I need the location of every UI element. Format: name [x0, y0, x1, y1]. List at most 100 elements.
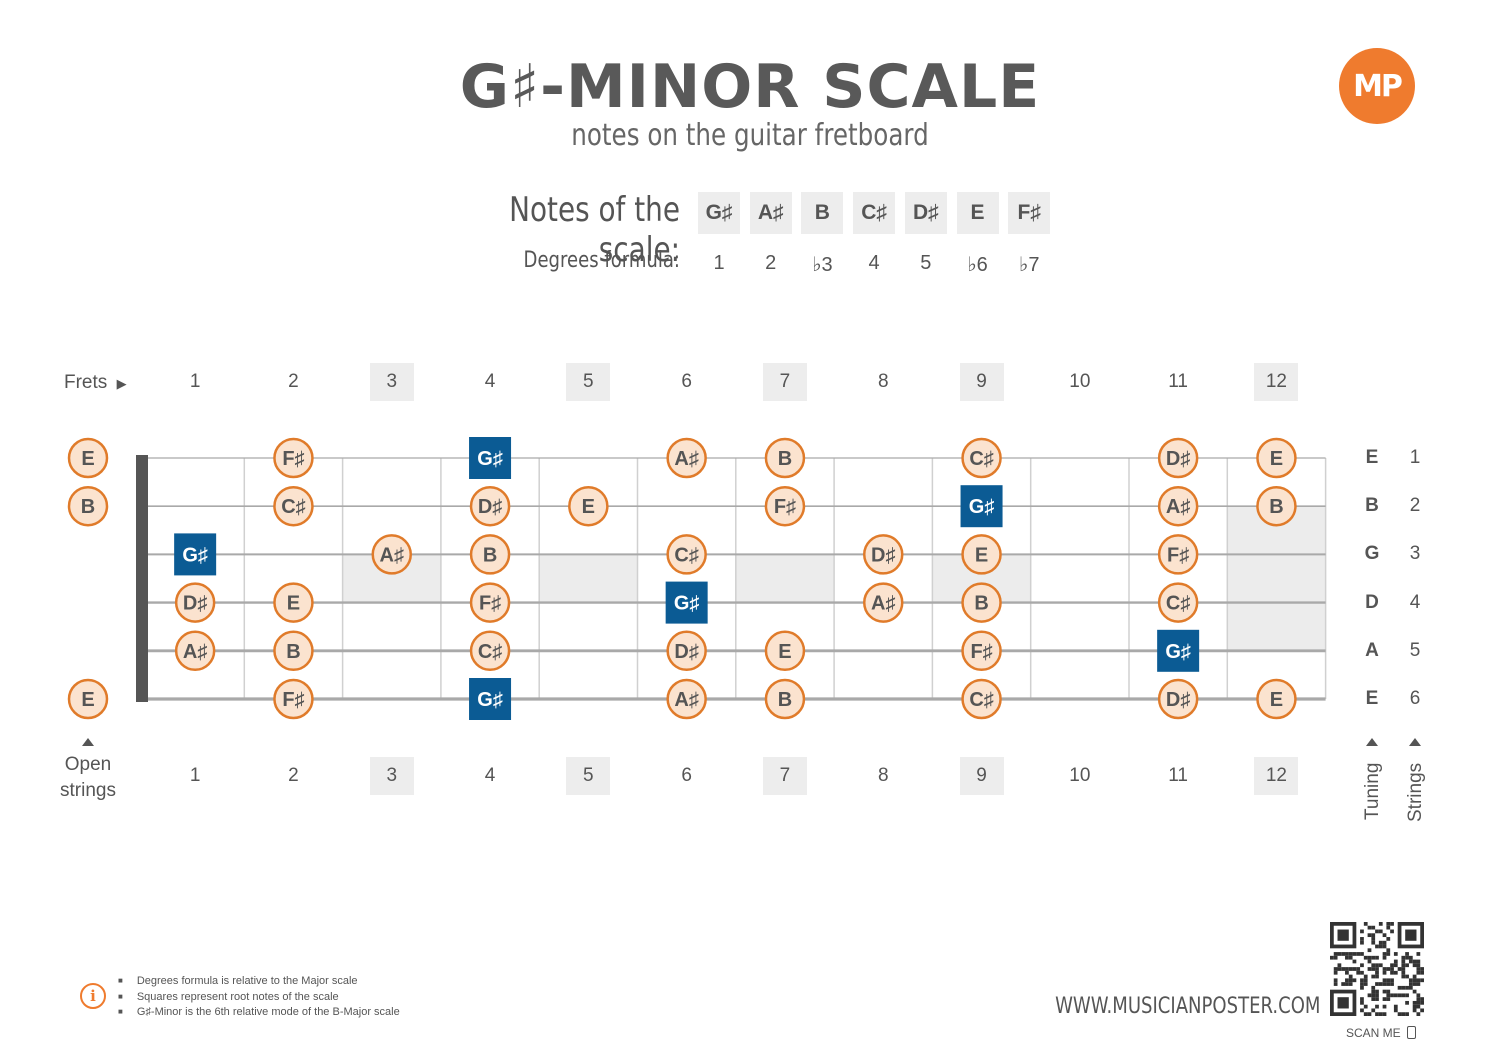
- note-circle: [764, 485, 806, 527]
- root-note-label: G♯: [182, 544, 208, 566]
- string-number: 3: [1409, 543, 1421, 565]
- note-label: A♯: [380, 544, 404, 566]
- footer-notes: Degrees formula is relative to the Major…: [118, 974, 400, 1021]
- note-circle: [961, 678, 1002, 720]
- note-label: B: [778, 689, 792, 711]
- note-label: D♯: [1166, 448, 1190, 470]
- string-number: 5: [1409, 639, 1421, 661]
- note-label: F♯: [282, 448, 304, 470]
- scale-degree: 4: [868, 252, 880, 274]
- scale-note: D♯: [904, 192, 947, 234]
- note-circle: [764, 678, 806, 720]
- note-circle: [1256, 678, 1297, 720]
- frets-label: Frets ▶: [64, 372, 127, 394]
- scale-degree: 1: [713, 252, 725, 274]
- note-label: B: [483, 544, 497, 566]
- fret-number-bottom: 1: [189, 765, 201, 786]
- fret-number-top: 9: [959, 363, 1004, 401]
- note-label: E: [81, 689, 94, 711]
- qr-code-icon[interactable]: [1330, 922, 1424, 1016]
- string-number: 1: [1409, 447, 1421, 468]
- fret-number-bottom: 5: [566, 757, 611, 795]
- note-label: C♯: [281, 496, 305, 518]
- open-strings-label-line2: strings: [60, 780, 116, 801]
- root-note-square: [1157, 629, 1200, 672]
- open-strings-label: Open strings: [48, 752, 128, 804]
- note-label: E: [582, 496, 595, 518]
- note-circle: [1157, 678, 1199, 720]
- note-label: D♯: [674, 641, 698, 663]
- fret-number-top: 11: [1168, 371, 1188, 392]
- note-label: D♯: [183, 593, 207, 615]
- notes-of-scale-label: Notes of the scale:: [509, 190, 680, 270]
- note-circle: [67, 485, 109, 527]
- scale-note: F♯: [1008, 192, 1051, 234]
- note-circle: [371, 534, 412, 575]
- note-circle: [1157, 437, 1199, 479]
- website-link[interactable]: WWW.MUSICIANPOSTER.COM: [1055, 994, 1321, 1019]
- scale-degree: 2: [765, 252, 777, 274]
- note-circle: [273, 630, 314, 672]
- fret-number-bottom: 7: [762, 757, 807, 795]
- note-circle: [1157, 534, 1199, 575]
- note-circle: [666, 534, 707, 575]
- note-circle: [273, 582, 314, 623]
- note-label: A♯: [871, 593, 895, 615]
- fret-number-top: 3: [369, 363, 414, 401]
- note-label: A♯: [674, 689, 698, 711]
- note-label: A♯: [674, 448, 698, 470]
- string-number: 4: [1409, 591, 1421, 613]
- fret-number-top: 4: [484, 371, 496, 392]
- root-note-square: [665, 581, 708, 624]
- note-circle: [1157, 582, 1199, 623]
- note-label: E: [778, 641, 791, 663]
- note-label: F♯: [774, 496, 796, 518]
- note-label: D♯: [478, 496, 502, 518]
- note-label: D♯: [1166, 689, 1190, 711]
- root-note-square: [174, 533, 217, 576]
- root-note-label: G♯: [477, 689, 503, 711]
- degrees-formula-label: Degrees formula:: [523, 248, 680, 273]
- note-circle: [764, 437, 806, 479]
- fret-number-top: 10: [1069, 371, 1091, 392]
- note-circle: [863, 582, 904, 623]
- note-label: B: [81, 496, 95, 518]
- nut: [136, 455, 148, 702]
- scan-me-text: SCAN ME: [1346, 1026, 1401, 1040]
- fret-number-top: 2: [288, 371, 299, 392]
- note-label: F♯: [479, 593, 501, 615]
- note-label: C♯: [1166, 593, 1190, 615]
- note-circle: [1157, 485, 1199, 527]
- note-label: B: [1269, 496, 1283, 518]
- strings-label: Strings: [1405, 762, 1426, 822]
- note-circle: [666, 630, 707, 672]
- fret-number-bottom: 4: [484, 765, 496, 786]
- note-circle: [273, 678, 314, 720]
- note-circle: [1256, 485, 1297, 527]
- fret-number-bottom: 10: [1069, 765, 1091, 786]
- note-circle: [666, 678, 707, 720]
- note-circle: [863, 534, 904, 575]
- note-circle: [469, 582, 511, 623]
- note-label: A♯: [1166, 496, 1190, 518]
- note-circle: [67, 437, 109, 479]
- phone-icon: [1407, 1026, 1417, 1039]
- fret-number-bottom: 8: [877, 765, 889, 786]
- fret-marker-shade: [735, 554, 835, 603]
- note-circle: [961, 437, 1002, 479]
- root-note-label: G♯: [1165, 641, 1191, 663]
- note-circle: [666, 437, 707, 479]
- fret-number-bottom: 3: [369, 757, 414, 795]
- note-circle: [67, 678, 109, 720]
- footer-note-3: G♯-Minor is the 6th relative mode of the…: [118, 1005, 400, 1021]
- up-triangle-icon: [1366, 738, 1378, 746]
- note-label: B: [286, 641, 300, 663]
- scale-degree: ♭3: [812, 254, 833, 276]
- scale-degree: ♭7: [1018, 254, 1040, 276]
- page-title: G♯-MINOR SCALE: [459, 52, 1041, 122]
- tuning-note: A: [1365, 639, 1379, 661]
- note-circle: [174, 630, 216, 672]
- scale-note: B: [801, 192, 844, 234]
- root-note-square: [960, 485, 1003, 528]
- note-label: E: [287, 593, 300, 615]
